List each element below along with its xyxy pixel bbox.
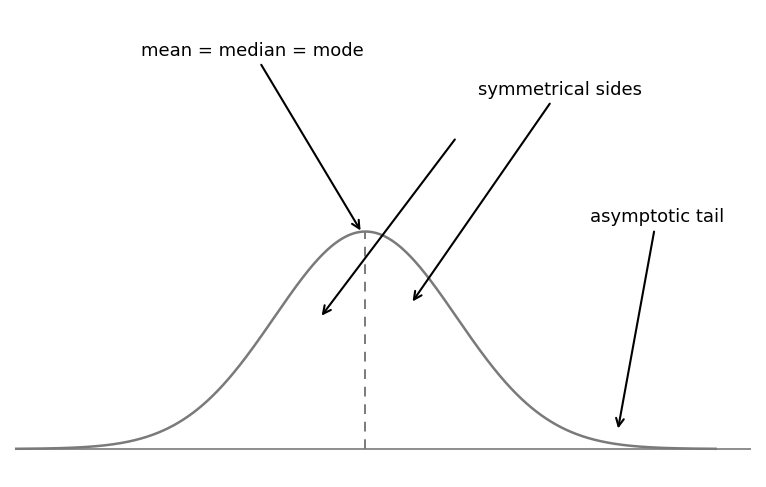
Text: symmetrical sides: symmetrical sides	[414, 80, 642, 300]
Text: asymptotic tail: asymptotic tail	[590, 208, 724, 426]
Text: mean = median = mode: mean = median = mode	[142, 41, 364, 228]
